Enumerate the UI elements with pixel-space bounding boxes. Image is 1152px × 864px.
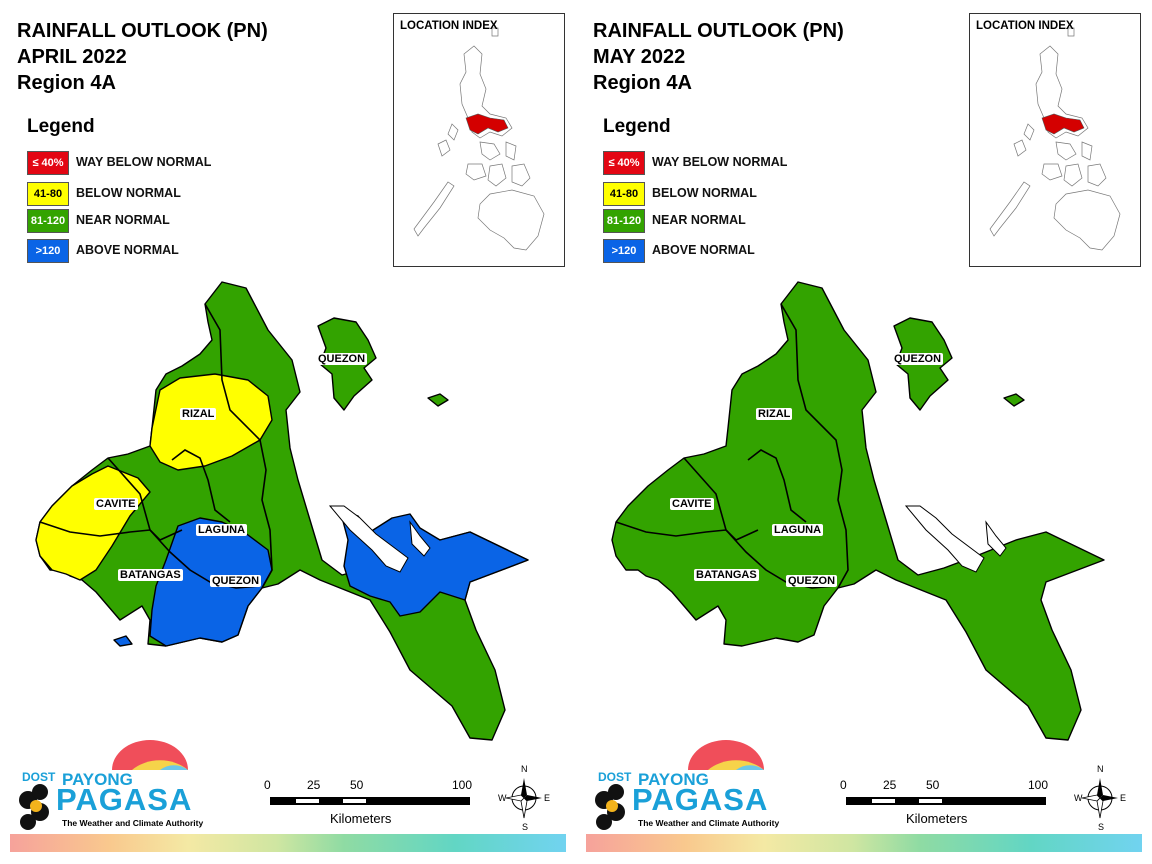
title-region: Region 4A	[17, 72, 116, 94]
label-quezon-south: QUEZON	[210, 575, 262, 587]
scale-bar-graphic	[846, 797, 1046, 805]
legend-title: Legend	[603, 116, 671, 137]
label-laguna: LAGUNA	[772, 524, 824, 536]
philippines-outline-map	[413, 27, 545, 251]
panel-april: RAINFALL OUTLOOK (PN) APRIL 2022 Region …	[10, 13, 566, 852]
region-4a-map	[35, 281, 529, 741]
legend-label-below: BELOW NORMAL	[652, 186, 757, 200]
logo-dost-text: DOST	[598, 770, 632, 784]
payong-pagasa-logo: DOST PAYONG PAGASA The Weather and Clima…	[594, 740, 779, 832]
inset-title: LOCATION INDEX	[976, 20, 1074, 32]
legend-swatch-above: >120	[27, 239, 69, 263]
logo-pagasa-text: PAGASA	[632, 782, 769, 817]
rizal-below-normal-zone	[149, 373, 273, 471]
region-4a-highlight	[465, 113, 509, 135]
islet	[427, 393, 449, 407]
legend-swatch-way-below: ≤ 40%	[27, 151, 69, 175]
logo-dost-text: DOST	[22, 770, 56, 784]
title-line-1: RAINFALL OUTLOOK (PN)	[593, 20, 844, 42]
title-region: Region 4A	[593, 72, 692, 94]
legend-label-way-below: WAY BELOW NORMAL	[76, 155, 212, 169]
scale-tick-100: 100	[1028, 778, 1049, 792]
region-4a-highlight	[1041, 113, 1085, 135]
legend-swatch-near: 81-120	[603, 209, 645, 233]
scale-unit: Kilometers	[906, 811, 968, 826]
laguna-lake-bay	[328, 505, 409, 573]
footer-gradient-bar	[586, 834, 1142, 852]
province-boundaries	[39, 303, 273, 589]
title-month: MAY 2022	[593, 46, 686, 68]
legend-swatch-below: 41-80	[27, 182, 69, 206]
cavite-below-normal-zone	[35, 465, 151, 581]
islet	[1003, 393, 1025, 407]
quezon-above-normal-zone	[339, 509, 529, 617]
label-quezon-north: QUEZON	[892, 353, 944, 365]
label-cavite: CAVITE	[670, 498, 714, 510]
logo-payong-text: PAYONG	[638, 770, 709, 789]
legend-label-above: ABOVE NORMAL	[652, 243, 755, 257]
location-index-inset: LOCATION INDEX	[969, 13, 1141, 267]
label-cavite: CAVITE	[94, 498, 138, 510]
label-batangas: BATANGAS	[694, 569, 759, 581]
inset-title: LOCATION INDEX	[400, 20, 498, 32]
scale-tick-25: 25	[307, 778, 321, 792]
label-quezon-south: QUEZON	[786, 575, 838, 587]
logo-tagline: The Weather and Climate Authority	[62, 818, 204, 828]
logo-tagline: The Weather and Climate Authority	[638, 818, 780, 828]
title-line-1: RAINFALL OUTLOOK (PN)	[17, 20, 268, 42]
label-rizal: RIZAL	[180, 408, 217, 420]
scale-tick-100: 100	[452, 778, 473, 792]
region-4a-map	[611, 281, 1105, 741]
laguna-lake-bay	[904, 505, 985, 573]
payong-pagasa-logo: DOST PAYONG PAGASA The Weather and Clima…	[18, 740, 203, 832]
scale-tick-50: 50	[926, 778, 940, 792]
footer-gradient-bar	[10, 834, 566, 852]
legend-swatch-below: 41-80	[603, 182, 645, 206]
mainland-landmass	[611, 281, 1105, 741]
legend-swatch-above: >120	[603, 239, 645, 263]
legend-label-near: NEAR NORMAL	[76, 213, 170, 227]
scale-bar: 0 25 50 100 Kilometers	[262, 778, 502, 828]
label-batangas: BATANGAS	[118, 569, 183, 581]
legend-swatch-way-below: ≤ 40%	[603, 151, 645, 175]
scale-tick-25: 25	[883, 778, 897, 792]
map-title: RAINFALL OUTLOOK (PN) MAY 2022 Region 4A	[593, 18, 844, 96]
legend-title: Legend	[27, 116, 95, 137]
scale-bar: 0 25 50 100 Kilometers	[838, 778, 1078, 828]
legend-label-near: NEAR NORMAL	[652, 213, 746, 227]
label-laguna: LAGUNA	[196, 524, 248, 536]
scale-unit: Kilometers	[330, 811, 392, 826]
label-quezon-north: QUEZON	[316, 353, 368, 365]
title-month: APRIL 2022	[17, 46, 127, 68]
scale-tick-0: 0	[264, 778, 271, 792]
legend-label-way-below: WAY BELOW NORMAL	[652, 155, 788, 169]
province-boundaries	[615, 303, 849, 589]
location-index-inset: LOCATION INDEX	[393, 13, 565, 267]
compass-rose-icon: N S W E	[498, 764, 551, 832]
logo-pagasa-text: PAGASA	[56, 782, 193, 817]
legend-swatch-near: 81-120	[27, 209, 69, 233]
logo-payong-text: PAYONG	[62, 770, 133, 789]
philippines-outline-map	[989, 27, 1121, 251]
scale-tick-50: 50	[350, 778, 364, 792]
islet	[113, 635, 133, 647]
scale-bar-graphic	[270, 797, 470, 805]
legend-label-above: ABOVE NORMAL	[76, 243, 179, 257]
map-title: RAINFALL OUTLOOK (PN) APRIL 2022 Region …	[17, 18, 268, 96]
compass-rose-icon: N S W E	[1074, 764, 1127, 832]
scale-tick-0: 0	[840, 778, 847, 792]
legend-label-below: BELOW NORMAL	[76, 186, 181, 200]
label-rizal: RIZAL	[756, 408, 793, 420]
panel-may: RAINFALL OUTLOOK (PN) MAY 2022 Region 4A…	[576, 0, 1152, 864]
